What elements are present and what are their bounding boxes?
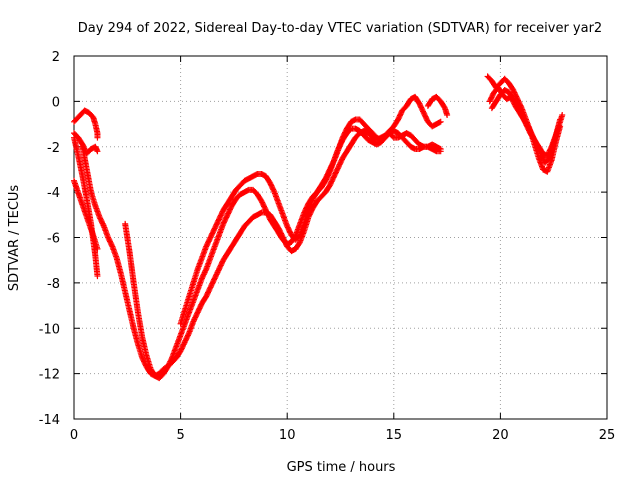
y-tick-label: -2 <box>47 141 60 156</box>
y-tick-label: -10 <box>39 322 60 337</box>
data-point <box>185 331 192 338</box>
y-tick-label: -12 <box>39 368 60 383</box>
data-point <box>559 111 566 118</box>
chart-title: Day 294 of 2022, Sidereal Day-to-day VTE… <box>78 21 602 36</box>
x-tick-label: 20 <box>492 428 509 443</box>
y-tick-label: -14 <box>39 413 60 428</box>
x-tick-label: 25 <box>599 428 616 443</box>
y-tick-label: -8 <box>47 277 60 292</box>
x-tick-label: 15 <box>386 428 403 443</box>
chart-axes: 0 5 10 15 20 25 -14 -12 -10 -8 -6 -4 -2 0 2 <box>39 50 616 443</box>
data-point <box>437 118 444 125</box>
x-tick-label: 10 <box>279 428 296 443</box>
data-point <box>547 145 554 152</box>
data-point <box>202 267 209 274</box>
plot-border <box>73 55 608 420</box>
y-tick-label: 0 <box>52 95 60 110</box>
x-tick-label: 0 <box>70 428 78 443</box>
data-point <box>444 111 451 118</box>
y-tick-label: -4 <box>47 186 60 201</box>
y-tick-label: 2 <box>52 50 60 65</box>
data-point <box>437 148 444 155</box>
data-point <box>108 242 115 249</box>
x-axis-label: GPS time / hours <box>287 460 396 475</box>
data-point <box>168 356 175 363</box>
data-point <box>330 158 337 165</box>
y-tick-label: -6 <box>47 232 60 247</box>
y-axis-label: SDTVAR / TECUs <box>7 185 22 292</box>
data-point <box>94 273 101 280</box>
data-point <box>270 187 277 194</box>
data-point <box>100 221 107 228</box>
data-point <box>94 245 101 252</box>
data-point <box>94 134 101 141</box>
data-point <box>94 148 101 155</box>
chart-grid <box>74 56 607 419</box>
data-points <box>71 73 566 382</box>
x-tick-label: 5 <box>176 428 184 443</box>
data-point <box>557 116 564 123</box>
